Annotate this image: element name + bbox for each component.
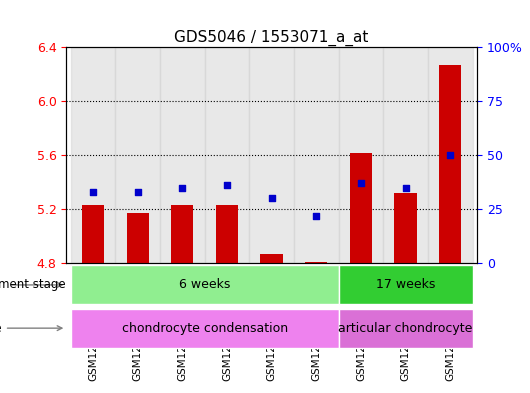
Point	[134, 189, 142, 195]
FancyBboxPatch shape	[339, 266, 473, 304]
Point	[446, 152, 454, 158]
Bar	[116, 47, 160, 263]
Point	[401, 184, 410, 191]
Bar	[171, 205, 193, 263]
Text: GSM1253157: GSM1253157	[132, 311, 143, 381]
FancyBboxPatch shape	[339, 309, 473, 348]
Bar	[383, 47, 428, 263]
Text: GSM1253156: GSM1253156	[88, 311, 98, 381]
Bar	[305, 262, 328, 263]
Bar	[394, 193, 417, 263]
Text: GSM1253161: GSM1253161	[311, 311, 321, 381]
FancyBboxPatch shape	[70, 309, 339, 348]
Text: GSM1253158: GSM1253158	[178, 311, 187, 381]
Text: development stage: development stage	[0, 278, 66, 292]
Bar	[439, 65, 462, 263]
Text: GSM1253169: GSM1253169	[401, 311, 411, 381]
Bar	[260, 254, 283, 263]
Point	[357, 180, 365, 186]
Point	[267, 195, 276, 202]
Text: GSM1253168: GSM1253168	[356, 311, 366, 381]
Point	[178, 184, 187, 191]
Bar	[216, 205, 238, 263]
Text: GSM1253160: GSM1253160	[267, 311, 277, 381]
Point	[223, 182, 231, 189]
Text: cell type: cell type	[0, 321, 62, 335]
Bar	[294, 47, 339, 263]
Text: chondrocyte condensation: chondrocyte condensation	[121, 321, 288, 335]
Bar	[249, 47, 294, 263]
Text: GSM1253159: GSM1253159	[222, 311, 232, 381]
Title: GDS5046 / 1553071_a_at: GDS5046 / 1553071_a_at	[174, 29, 369, 46]
Bar	[82, 205, 104, 263]
Bar	[339, 47, 383, 263]
Point	[89, 189, 98, 195]
Bar	[428, 47, 473, 263]
Bar	[70, 47, 116, 263]
Bar	[127, 213, 149, 263]
Text: 6 weeks: 6 weeks	[179, 278, 231, 292]
Point	[312, 213, 321, 219]
Bar	[205, 47, 249, 263]
Text: articular chondrocyte: articular chondrocyte	[338, 321, 473, 335]
Text: 17 weeks: 17 weeks	[376, 278, 435, 292]
Text: GSM1253170: GSM1253170	[445, 311, 455, 381]
Bar	[350, 152, 372, 263]
Bar	[160, 47, 205, 263]
FancyBboxPatch shape	[70, 266, 339, 304]
